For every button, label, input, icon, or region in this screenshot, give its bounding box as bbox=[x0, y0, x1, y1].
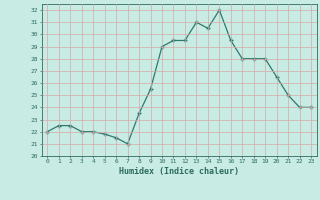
X-axis label: Humidex (Indice chaleur): Humidex (Indice chaleur) bbox=[119, 167, 239, 176]
